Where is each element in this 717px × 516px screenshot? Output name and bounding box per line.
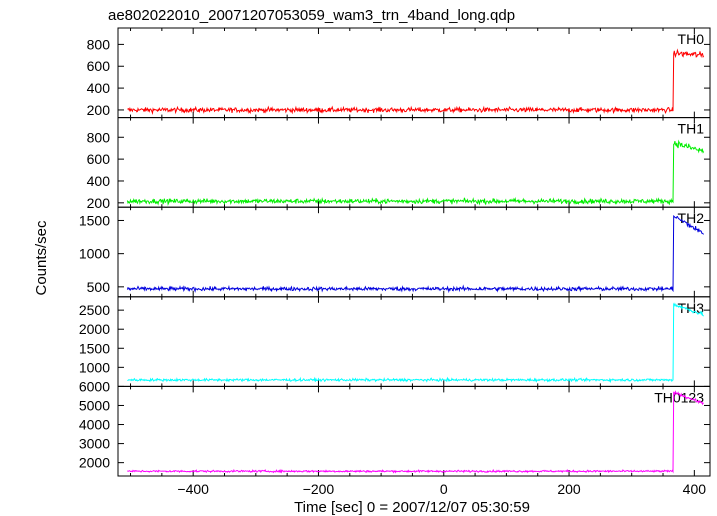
y-tick-label: 600 (87, 58, 111, 74)
panel-th0: 200 400 600 800 TH0 (87, 27, 711, 119)
y-tick-label: 1000 (79, 246, 110, 262)
y-tick-label: 1000 (79, 359, 110, 375)
y-tick-label: 400 (87, 173, 111, 189)
panel-th1: 200 400 600 800 TH1 (87, 117, 711, 211)
panel-th2: 500 1000 1500 TH2 (79, 206, 711, 298)
y-tick-label: 1500 (79, 340, 110, 356)
panel-frame (117, 117, 711, 208)
panel-th0123: 2000 3000 4000 5000 6000 TH0123 (79, 378, 711, 477)
x-axis-label: Time [sec] 0 = 2007/12/07 05:30:59 (294, 499, 530, 516)
panel-frame (117, 385, 711, 477)
panel-frame (117, 27, 711, 119)
panel-th3: 1000 1500 2000 2500 TH3 (79, 296, 711, 387)
y-tick-label: 600 (87, 151, 111, 167)
x-tick-label: 400 (683, 481, 707, 497)
y-tick-label: 800 (87, 36, 111, 52)
y-tick-label: 2000 (79, 321, 110, 337)
y-tick-label: 6000 (79, 378, 110, 394)
series-label: TH0 (678, 31, 705, 47)
y-tick-label: 4000 (79, 417, 110, 433)
chart-title: ae802022010_20071207053059_wam3_trn_4ban… (108, 7, 515, 24)
panels: 200 400 600 800 TH0 200 400 600 800 TH1 500 1000 150… (79, 27, 711, 497)
x-tick-label: −400 (177, 481, 209, 497)
y-tick-label: 200 (87, 102, 111, 118)
series-line (127, 48, 705, 115)
y-tick-label: 400 (87, 80, 111, 96)
x-tick-label: 200 (557, 481, 581, 497)
y-tick-label: 2500 (79, 302, 110, 318)
panel-frame (117, 206, 711, 298)
y-axis-label: Counts/sec (33, 220, 50, 296)
y-tick-label: 5000 (79, 397, 110, 413)
series-label: TH1 (678, 121, 705, 137)
x-tick-label: 0 (440, 481, 448, 497)
x-tick-label: −200 (303, 481, 335, 497)
y-tick-label: 800 (87, 129, 111, 145)
panel-frame (117, 296, 711, 387)
series-label: TH3 (678, 300, 705, 316)
y-tick-label: 200 (87, 195, 111, 211)
series-line (127, 390, 704, 474)
y-tick-label: 2000 (79, 455, 110, 471)
series-label: TH0123 (654, 389, 704, 405)
series-line (126, 139, 705, 206)
series-line (127, 302, 704, 384)
y-tick-label: 3000 (79, 436, 110, 452)
series-line (126, 215, 704, 294)
y-tick-label: 1500 (79, 212, 110, 228)
y-tick-label: 500 (87, 279, 111, 295)
series-label: TH2 (678, 210, 705, 226)
